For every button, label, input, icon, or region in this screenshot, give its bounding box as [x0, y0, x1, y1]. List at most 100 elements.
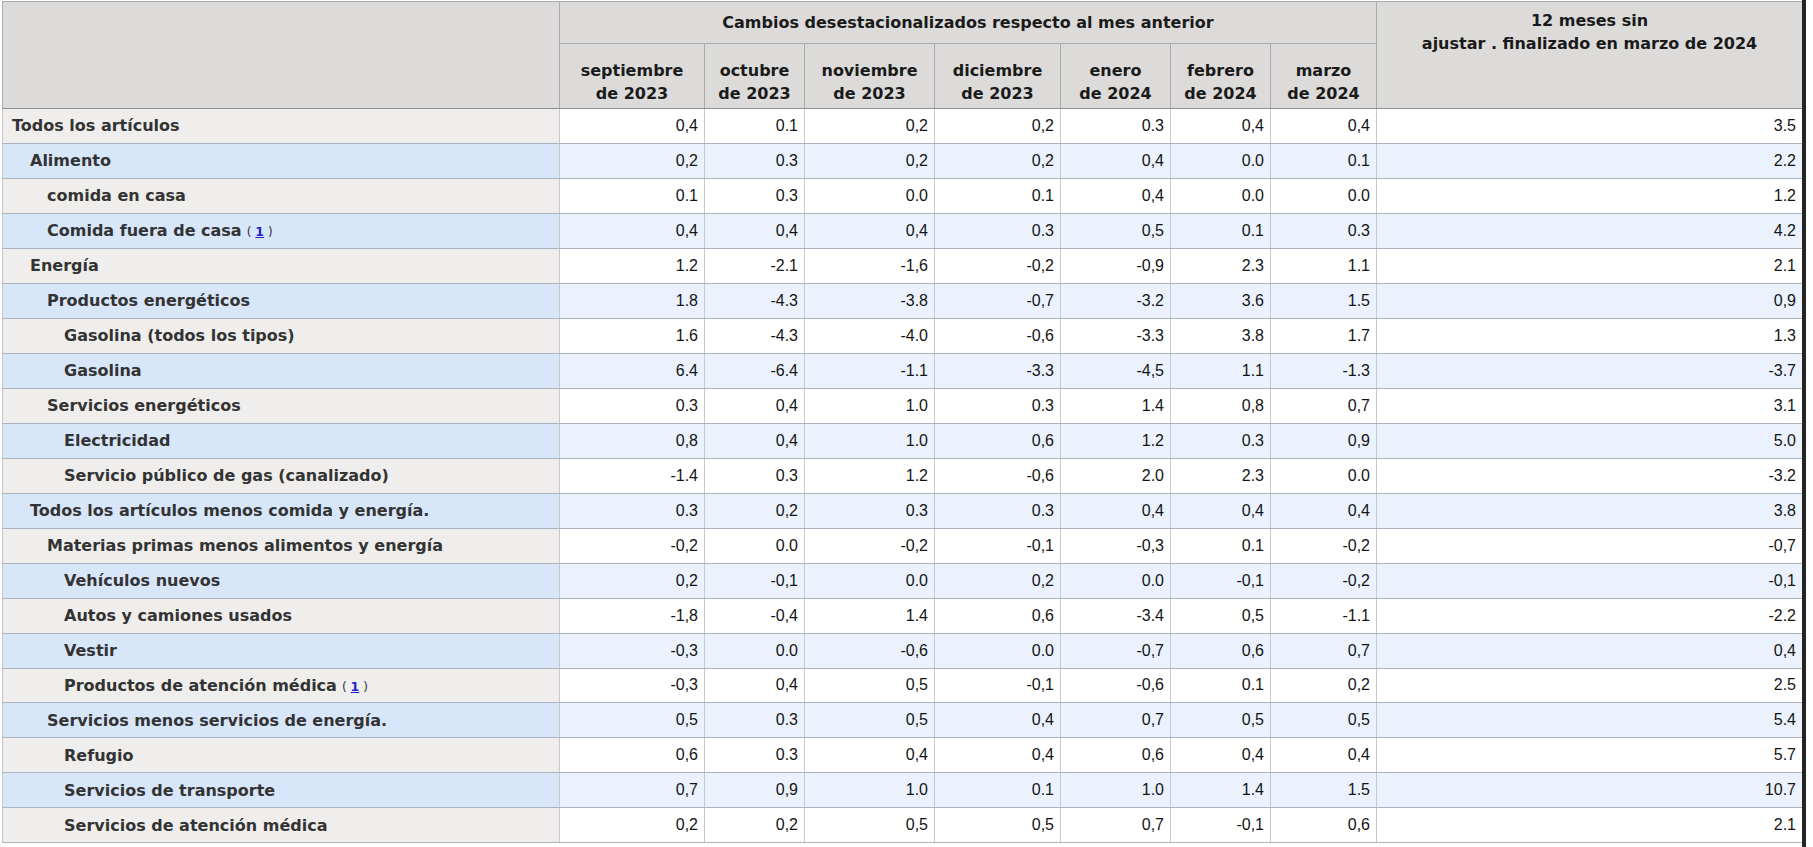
row-label-cell: Servicios menos servicios de energía.	[3, 703, 560, 738]
value-cell: -0,3	[1061, 528, 1171, 563]
value-cell: 0.1	[560, 178, 705, 213]
value-cell: -0,3	[560, 668, 705, 703]
table-row: Comida fuera de casa(1)0,40,40,40.30,50.…	[3, 213, 1803, 248]
value-cell: 0.0	[705, 633, 805, 668]
twelve-month-header-line2: ajustar . finalizado en marzo de 2024	[1377, 32, 1802, 55]
value-cell: 6.4	[560, 353, 705, 388]
table-row: Servicio público de gas (canalizado)-1.4…	[3, 458, 1803, 493]
table-row: Productos energéticos1.8-4.3-3.8-0,7-3.2…	[3, 283, 1803, 318]
month-header-line1: octubre	[705, 59, 804, 82]
row-label-cell: Materias primas menos alimentos y energí…	[3, 528, 560, 563]
row-label-cell: Alimento	[3, 143, 560, 178]
row-label: Todos los artículos menos comida y energ…	[30, 501, 429, 520]
value-cell: -1.1	[805, 353, 935, 388]
value-cell: 0.1	[1171, 528, 1271, 563]
value-cell: 0.3	[560, 493, 705, 528]
month-header-line2: de 2023	[705, 82, 804, 108]
twelve-month-column-header: 12 meses sin ajustar . finalizado en mar…	[1377, 2, 1803, 109]
twelve-month-value-cell: 1.2	[1377, 178, 1803, 213]
value-cell: 1.0	[1061, 773, 1171, 808]
value-cell: -0,7	[935, 283, 1061, 318]
twelve-month-value-cell: 1.3	[1377, 318, 1803, 353]
value-cell: 1.4	[805, 598, 935, 633]
value-cell: 0.3	[705, 738, 805, 773]
value-cell: -0,6	[1061, 668, 1171, 703]
value-cell: 0,4	[705, 388, 805, 423]
month-header-line2: de 2024	[1171, 82, 1270, 108]
value-cell: 1.2	[560, 248, 705, 283]
table-row: Autos y camiones usados-1,8-0,41.40,6-3.…	[3, 598, 1803, 633]
value-cell: 0,5	[1061, 213, 1171, 248]
corner-cell	[3, 2, 560, 109]
twelve-month-value-cell: 3.5	[1377, 109, 1803, 144]
value-cell: 0.1	[1171, 668, 1271, 703]
value-cell: 0,4	[805, 738, 935, 773]
twelve-month-value-cell: -3.7	[1377, 353, 1803, 388]
value-cell: 0,4	[1271, 738, 1377, 773]
footnote-paren-open: (	[342, 680, 347, 694]
value-cell: 2.3	[1171, 458, 1271, 493]
table-row: Alimento0,20.30,20,20,40.00.12.2	[3, 143, 1803, 178]
cpi-seasonally-adjusted-table: Cambios desestacionalizados respecto al …	[2, 1, 1803, 843]
row-label: Energía	[30, 256, 99, 275]
twelve-month-value-cell: 0,4	[1377, 633, 1803, 668]
value-cell: 1.1	[1271, 248, 1377, 283]
value-cell: 0.3	[560, 388, 705, 423]
value-cell: -3.3	[935, 353, 1061, 388]
value-cell: 0,6	[935, 598, 1061, 633]
value-cell: 0.3	[705, 458, 805, 493]
row-label-cell: Vehículos nuevos	[3, 563, 560, 598]
value-cell: 0.3	[805, 493, 935, 528]
value-cell: -2.1	[705, 248, 805, 283]
value-cell: -6.4	[705, 353, 805, 388]
table-row: Todos los artículos menos comida y energ…	[3, 493, 1803, 528]
value-cell: 0,4	[1171, 493, 1271, 528]
value-cell: 0.1	[935, 178, 1061, 213]
value-cell: -3.3	[1061, 318, 1171, 353]
value-cell: 1.2	[1061, 423, 1171, 458]
value-cell: 1.1	[1171, 353, 1271, 388]
value-cell: 0,5	[805, 808, 935, 843]
value-cell: -1,8	[560, 598, 705, 633]
footnote-link[interactable]: 1	[351, 679, 360, 694]
month-header-line2: de 2024	[1271, 82, 1376, 108]
value-cell: 3.8	[1171, 318, 1271, 353]
value-cell: -0,1	[705, 563, 805, 598]
month-column-header: octubrede 2023	[705, 44, 805, 109]
footnote-paren-close: )	[363, 680, 368, 694]
value-cell: -0,4	[705, 598, 805, 633]
value-cell: 0,2	[935, 563, 1061, 598]
value-cell: 0.0	[1271, 178, 1377, 213]
value-cell: -0,6	[805, 633, 935, 668]
row-label-cell: Comida fuera de casa(1)	[3, 213, 560, 248]
row-label-cell: Servicios energéticos	[3, 388, 560, 423]
value-cell: 0.3	[705, 143, 805, 178]
footnote-link[interactable]: 1	[255, 224, 264, 239]
value-cell: 2.3	[1171, 248, 1271, 283]
value-cell: 0.1	[705, 109, 805, 144]
value-cell: 0,4	[705, 668, 805, 703]
table-row: Electricidad0,80,41.00,61.20.30,95.0	[3, 423, 1803, 458]
twelve-month-value-cell: 10.7	[1377, 773, 1803, 808]
row-label: Servicios energéticos	[47, 396, 241, 415]
month-column-header: enerode 2024	[1061, 44, 1171, 109]
value-cell: 1.5	[1271, 773, 1377, 808]
value-cell: 0.1	[935, 773, 1061, 808]
month-header-line2: de 2024	[1061, 82, 1170, 108]
value-cell: 0,2	[805, 143, 935, 178]
row-label: Vestir	[64, 641, 117, 660]
value-cell: 0,4	[1171, 109, 1271, 144]
value-cell: -4,5	[1061, 353, 1171, 388]
value-cell: 0.0	[805, 178, 935, 213]
value-cell: -0,1	[935, 668, 1061, 703]
value-cell: 0.3	[1271, 213, 1377, 248]
value-cell: 0,4	[1171, 738, 1271, 773]
month-header-line1: enero	[1061, 59, 1170, 82]
value-cell: 0,2	[560, 143, 705, 178]
value-cell: 0.3	[935, 213, 1061, 248]
value-cell: 0,6	[1271, 808, 1377, 843]
value-cell: 0,6	[935, 423, 1061, 458]
value-cell: 0,5	[1271, 703, 1377, 738]
row-label: Servicios de atención médica	[64, 816, 327, 835]
value-cell: 0,7	[1061, 808, 1171, 843]
